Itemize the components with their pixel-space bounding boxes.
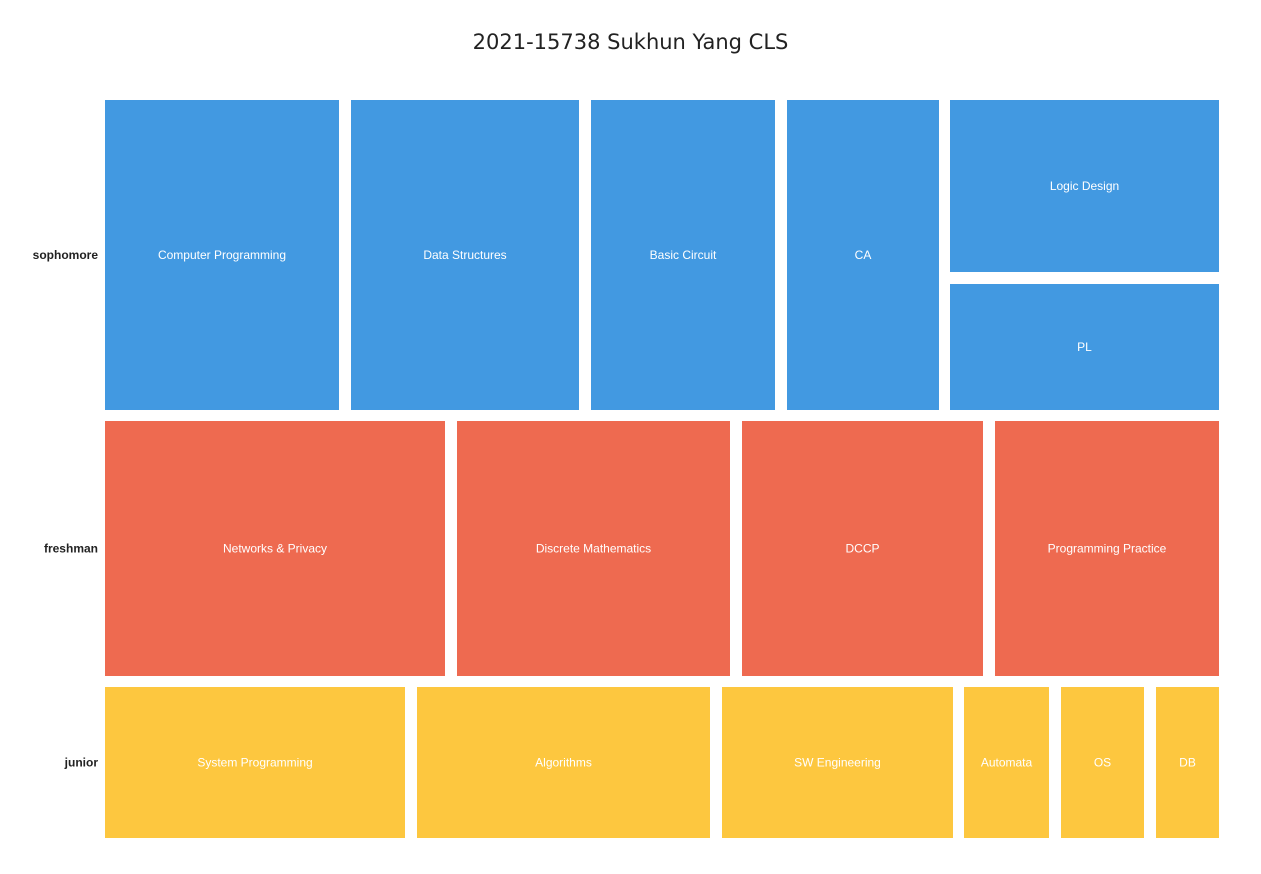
tile-label-data-structures: Data Structures xyxy=(423,248,506,262)
chart-title: 2021-15738 Sukhun Yang CLS xyxy=(472,30,789,54)
tile-label-ca: CA xyxy=(855,248,872,262)
group-sophomore: sophomore Computer Programming Data Struct… xyxy=(33,100,1219,410)
tile-label-computer-programming: Computer Programming xyxy=(158,248,286,262)
tile-programming-practice[interactable] xyxy=(995,421,1219,676)
group-freshman: freshman Networks & Privacy Discrete Mathe… xyxy=(44,421,1219,676)
tile-os[interactable] xyxy=(1061,687,1144,838)
tile-label-networks-and-privacy: Networks & Privacy xyxy=(223,542,327,556)
tile-data-structures[interactable] xyxy=(351,100,579,410)
tile-label-logic-design: Logic Design xyxy=(1050,179,1119,193)
row-label-freshman: freshman xyxy=(44,542,98,556)
group-junior: junior System Programming Algorithms SW Eng… xyxy=(64,687,1219,838)
tile-sw-engineering[interactable] xyxy=(722,687,953,838)
tile-logic-design[interactable] xyxy=(950,100,1219,272)
tile-label-programming-practice: Programming Practice xyxy=(1048,542,1167,556)
tile-discrete-mathematics[interactable] xyxy=(457,421,730,676)
tile-label-automata: Automata xyxy=(981,756,1033,770)
tile-computer-programming[interactable] xyxy=(105,100,339,410)
tile-label-discrete-mathematics: Discrete Mathematics xyxy=(536,542,651,556)
tile-networks-and-privacy[interactable] xyxy=(105,421,445,676)
row-label-sophomore: sophomore xyxy=(33,248,99,262)
row-label-junior: junior xyxy=(64,756,99,770)
tile-label-basic-circuit: Basic Circuit xyxy=(650,248,717,262)
tile-automata[interactable] xyxy=(964,687,1049,838)
tile-basic-circuit[interactable] xyxy=(591,100,775,410)
tile-label-system-programming: System Programming xyxy=(197,756,312,770)
tile-label-algorithms: Algorithms xyxy=(535,756,592,770)
tile-label-dccp: DCCP xyxy=(845,542,879,556)
tile-system-programming[interactable] xyxy=(105,687,405,838)
tile-pl[interactable] xyxy=(950,284,1219,410)
tile-db[interactable] xyxy=(1156,687,1219,838)
tile-label-db: DB xyxy=(1179,756,1196,770)
tile-algorithms[interactable] xyxy=(417,687,710,838)
tile-label-pl: PL xyxy=(1077,340,1092,354)
tile-label-os: OS xyxy=(1094,756,1111,770)
tile-dccp[interactable] xyxy=(742,421,983,676)
tile-label-sw-engineering: SW Engineering xyxy=(794,756,881,770)
tile-ca[interactable] xyxy=(787,100,939,410)
